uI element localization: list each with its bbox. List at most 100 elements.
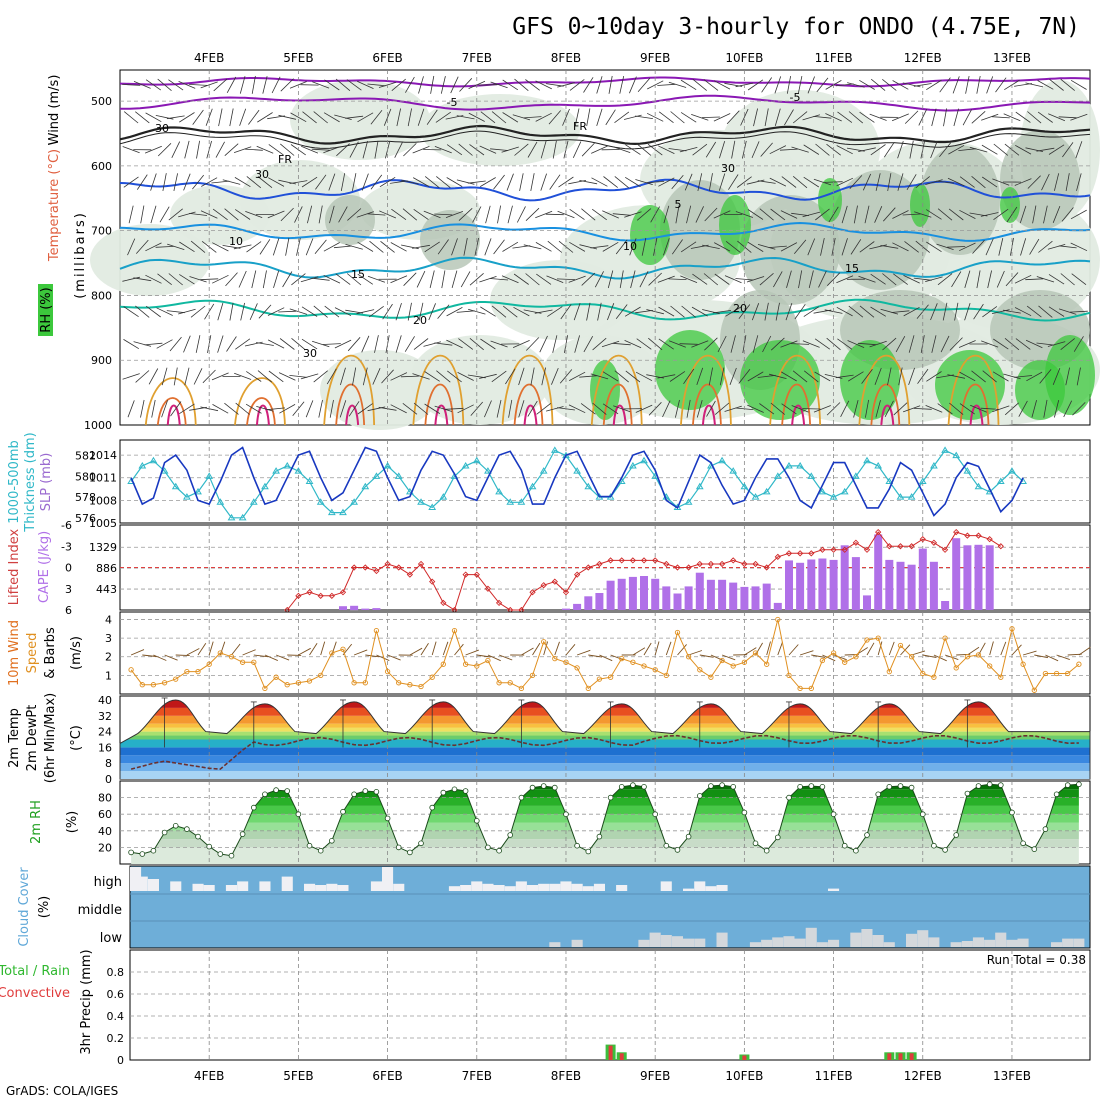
upper-wind-barb xyxy=(1018,400,1028,417)
cape-bar xyxy=(662,586,671,610)
upper-wind-barb xyxy=(1058,245,1077,249)
date-bottom-6FEB: 6FEB xyxy=(372,1069,402,1083)
thickness-point xyxy=(227,513,236,521)
upper-wind-barb xyxy=(514,143,529,156)
thickness-point xyxy=(840,487,849,495)
upper-wind-barb xyxy=(926,371,942,382)
surface-wind-barbs xyxy=(130,641,1091,662)
upper-wind-barb xyxy=(123,339,140,350)
upper-wind-barb xyxy=(491,111,507,124)
lifted-index-point xyxy=(674,564,681,571)
temperature-contours xyxy=(119,76,1091,426)
rh-point xyxy=(618,783,625,790)
upper-wind-barb xyxy=(1015,338,1031,350)
upper-wind-barb xyxy=(179,112,195,123)
upper-wind-barb xyxy=(704,207,718,222)
wind-speed-point xyxy=(262,685,268,692)
upper-wind-barb xyxy=(335,78,351,92)
upper-wind-barb xyxy=(370,174,383,190)
lifted-index-point xyxy=(808,550,815,557)
rh-point xyxy=(418,840,424,847)
upper-wind-barb xyxy=(362,140,368,159)
contour-20 xyxy=(119,298,1091,322)
upper-wind-barb xyxy=(959,371,976,382)
upper-wind-barb xyxy=(472,206,482,223)
thickness-point xyxy=(205,472,214,479)
rh-shade-green xyxy=(1015,360,1065,420)
thickness-point xyxy=(863,456,871,464)
cape-bar xyxy=(361,608,370,610)
wind-speed-point xyxy=(396,680,402,686)
upper-wind-barb xyxy=(457,372,474,381)
lifted-index-point xyxy=(953,528,960,536)
rh-point xyxy=(440,789,447,796)
rh-shade-green xyxy=(655,330,725,410)
upper-wind-barb xyxy=(523,244,542,250)
precip-panel: 0.80.60.40.20 Run Total = 0.38 Total / R… xyxy=(0,949,1091,1067)
precip-convective-bar xyxy=(898,1053,903,1060)
upper-wind-barb xyxy=(1049,78,1064,91)
upper-wind-barb xyxy=(798,270,803,289)
upper-wind-barb xyxy=(953,108,959,127)
wind-speed-point xyxy=(195,668,201,675)
wind-speed-point xyxy=(942,635,948,641)
upper-wind-barb xyxy=(226,76,237,93)
cape-bar xyxy=(350,605,359,611)
upper-wind-barb xyxy=(133,277,152,282)
cloud-panel: high middle low Cloud Cover (%) xyxy=(17,865,1091,949)
upper-wind-barb xyxy=(523,116,542,119)
upper-wind-barb xyxy=(986,76,994,94)
surface-wind-barb xyxy=(275,654,290,661)
cloud-high-bar xyxy=(616,885,628,891)
wind-speed-point xyxy=(975,652,982,658)
upper-wind-barb xyxy=(156,307,173,316)
upper-wind-barb xyxy=(162,173,167,191)
rh-point xyxy=(607,794,614,801)
upper-wind-barb xyxy=(133,341,152,347)
rh-shade-pale xyxy=(410,335,550,425)
rh-point xyxy=(529,784,536,791)
contour-label: FR xyxy=(278,153,292,166)
upper-wind-barb xyxy=(612,342,631,346)
upper-wind-barb xyxy=(434,213,453,216)
upper-wind-barb xyxy=(246,371,262,382)
upper-wind-barb xyxy=(1058,116,1077,119)
contour-25 xyxy=(947,354,1000,426)
contour-30 xyxy=(335,383,366,426)
upper-wind-barb xyxy=(586,108,591,127)
upper-wind-barb xyxy=(679,147,698,153)
upper-wind-barb xyxy=(940,335,950,353)
upper-wind-barb xyxy=(803,176,820,188)
upper-wind-barb xyxy=(648,272,662,286)
upper-wind-barb xyxy=(285,237,290,256)
upper-wind-barb xyxy=(173,367,178,386)
upper-wind-barb xyxy=(568,404,586,414)
thickness-point xyxy=(394,472,403,479)
cloud-high-bar xyxy=(549,883,561,891)
cape-bar xyxy=(562,608,570,610)
upper-wind-barb xyxy=(875,173,881,191)
upper-wind-barb xyxy=(451,238,458,256)
upper-wind-barb xyxy=(145,242,162,252)
upper-wind-barb xyxy=(179,241,195,253)
wind-speed-point xyxy=(507,680,513,686)
upper-wind-barb xyxy=(345,244,363,250)
thickness-point xyxy=(439,493,448,500)
surface-wind-barb xyxy=(721,654,736,661)
upper-wind-barb xyxy=(217,302,224,321)
upper-wind-barb xyxy=(714,273,730,285)
upper-wind-barb xyxy=(607,303,615,321)
cape-bar xyxy=(974,544,983,610)
upper-wind-barb xyxy=(235,402,250,415)
thickness-point xyxy=(762,487,771,495)
upper-wind-barb xyxy=(159,206,170,223)
temp-label-2: 2m DewPt xyxy=(25,705,40,772)
surface-wind-barb xyxy=(766,641,771,656)
upper-wind-barb xyxy=(958,148,977,151)
upper-wind-barb xyxy=(1060,78,1075,91)
surface-wind-barb xyxy=(442,641,449,656)
upper-wind-barb xyxy=(902,82,921,88)
upper-wind-barb xyxy=(791,212,810,216)
